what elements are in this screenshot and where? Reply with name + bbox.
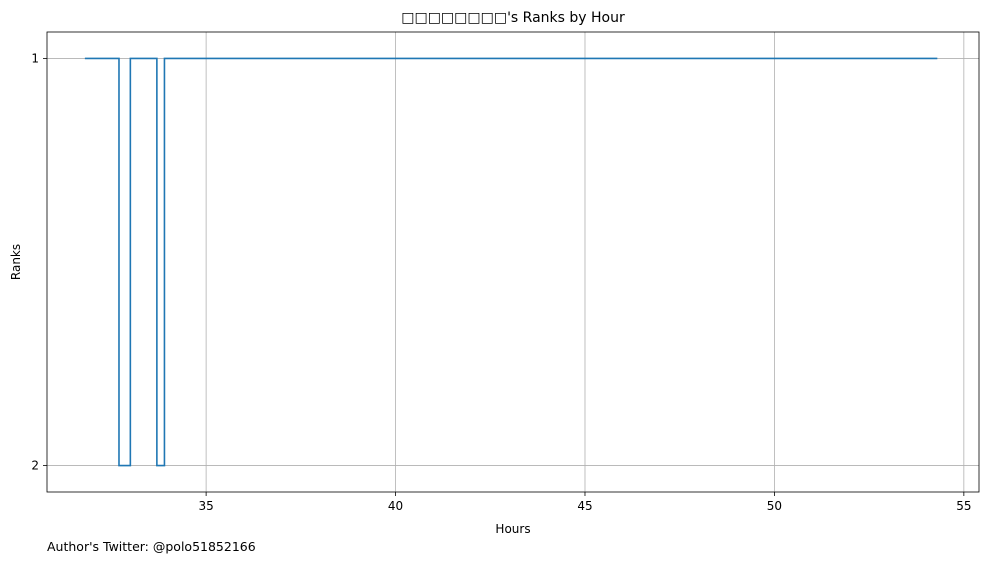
y-axis-label: Ranks (9, 244, 23, 280)
plot-border (46, 31, 980, 493)
x-tick-label: 55 (956, 499, 971, 513)
x-tick-label: 40 (388, 499, 403, 513)
series-line (84, 57, 938, 467)
chart-title: □□□□□□□□'s Ranks by Hour (401, 10, 625, 26)
y-tick-label: 2 (31, 459, 39, 473)
plot-frame (46, 31, 980, 493)
y-tick-label: 1 (31, 51, 39, 65)
author-footer: Author's Twitter: @polo51852166 (47, 539, 256, 554)
grid-lines (47, 32, 979, 492)
x-axis-label: Hours (495, 522, 530, 536)
x-tick-label: 35 (198, 499, 213, 513)
series-group (84, 57, 938, 467)
x-tick-label: 50 (767, 499, 782, 513)
x-tick-label: 45 (577, 499, 592, 513)
y-axis-ticks: 12 (31, 51, 47, 473)
x-axis-ticks: 35 40 45 50 55 (198, 492, 971, 513)
